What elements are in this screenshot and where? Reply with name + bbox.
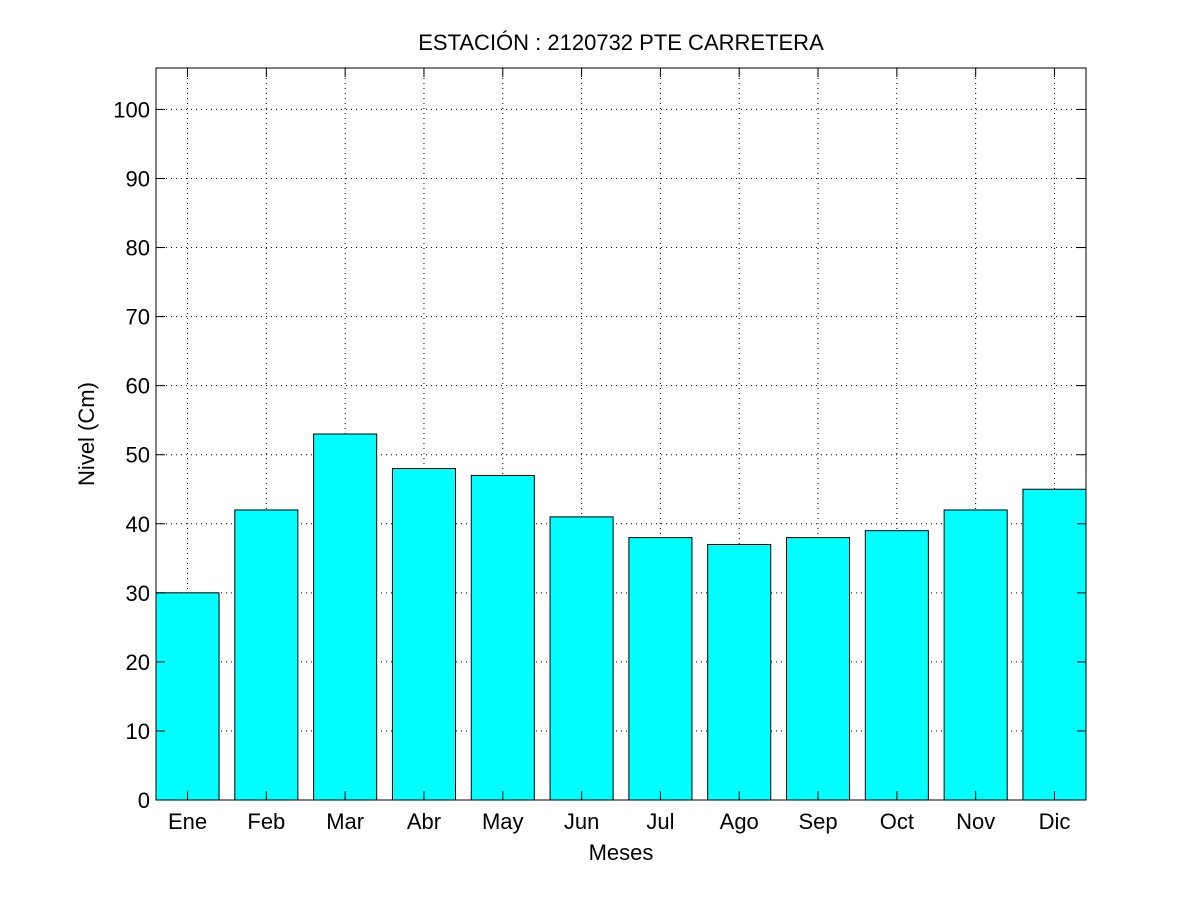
- bar-feb: [234, 509, 299, 800]
- x-tick-label: Mar: [326, 809, 364, 834]
- x-tick-label: Oct: [880, 809, 914, 834]
- y-tick-label: 30: [126, 581, 150, 606]
- x-tick-label: Nov: [956, 809, 995, 834]
- y-tick-label: 10: [126, 719, 150, 744]
- x-tick-label: Abr: [407, 809, 441, 834]
- x-tick-label: Dic: [1039, 809, 1071, 834]
- tick-labels: 0 10 20 30 40 50 60 70 80 90 100 Ene Feb Mar Abr May Jun…: [113, 97, 1070, 834]
- bar-ago: [707, 543, 772, 800]
- x-tick-label: May: [482, 809, 524, 834]
- bar-oct: [864, 530, 929, 800]
- x-tick-label: Ago: [720, 809, 759, 834]
- y-tick-label: 0: [138, 788, 150, 813]
- y-axis-label: Nivel (Cm): [74, 382, 99, 486]
- y-tick-label: 90: [126, 166, 150, 191]
- chart-title: ESTACIÓN : 2120732 PTE CARRETERA: [418, 30, 824, 55]
- y-tick-label: 70: [126, 305, 150, 330]
- bar-jun: [549, 516, 614, 800]
- bar-may: [470, 474, 535, 800]
- bar-mar: [313, 433, 378, 800]
- y-tick-label: 100: [113, 97, 150, 122]
- x-axis-label: Meses: [589, 840, 654, 865]
- ticks: [156, 68, 1086, 801]
- x-tick-label: Feb: [247, 809, 285, 834]
- y-tick-label: 80: [126, 236, 150, 261]
- bar-abr: [391, 468, 456, 800]
- y-tick-label: 40: [126, 512, 150, 537]
- bar-nov: [943, 509, 1008, 800]
- bar-sep: [786, 537, 851, 800]
- bar-ene: [156, 592, 220, 800]
- y-tick-label: 20: [126, 650, 150, 675]
- x-tick-label: Jul: [646, 809, 674, 834]
- x-tick-label: Sep: [798, 809, 837, 834]
- plot-frame: [155, 67, 1087, 801]
- bar-jul: [628, 537, 693, 800]
- x-tick-label: Jun: [564, 809, 599, 834]
- y-tick-label: 60: [126, 374, 150, 399]
- bars: [156, 433, 1086, 800]
- bar-dic: [1022, 488, 1086, 800]
- y-tick-label: 50: [126, 443, 150, 468]
- x-tick-label: Ene: [168, 809, 207, 834]
